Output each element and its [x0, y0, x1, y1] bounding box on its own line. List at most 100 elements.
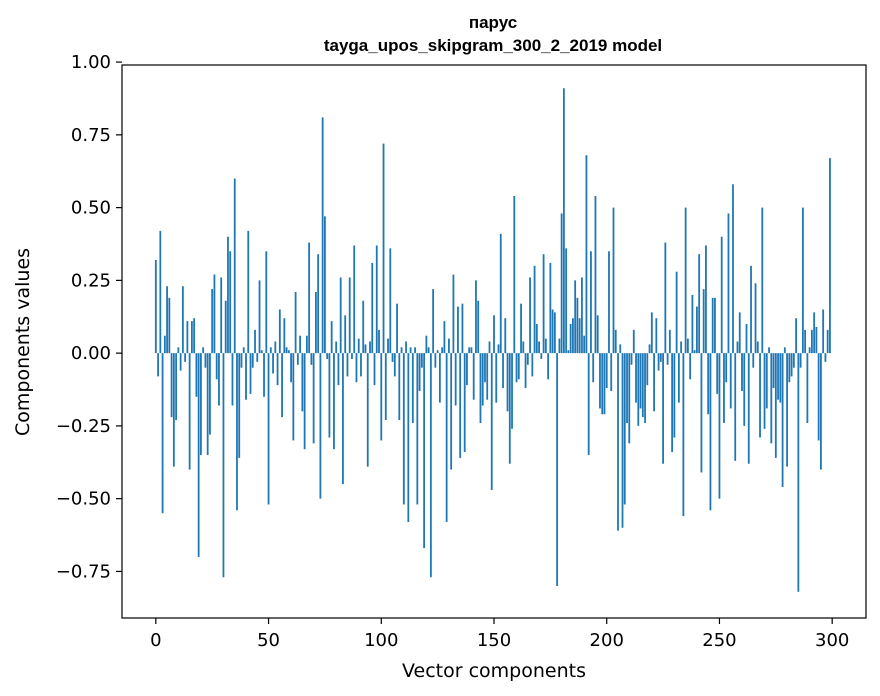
bar: [184, 353, 187, 362]
bar: [179, 353, 182, 371]
bar: [515, 353, 518, 383]
bar: [506, 353, 509, 412]
bar: [317, 254, 320, 354]
bar: [535, 324, 538, 354]
bar: [700, 353, 703, 473]
bar: [646, 353, 649, 386]
bar: [511, 353, 513, 429]
bar: [267, 353, 270, 505]
x-tick-label: 250: [702, 630, 736, 651]
bar: [612, 207, 615, 354]
bar: [339, 277, 342, 354]
bar: [578, 318, 581, 354]
bar: [387, 338, 389, 354]
bar: [330, 321, 333, 354]
bar: [163, 335, 166, 354]
bar: [481, 353, 484, 406]
bar: [594, 195, 597, 354]
bar: [281, 353, 283, 418]
bar: [154, 260, 157, 354]
bar: [326, 353, 329, 359]
bar: [188, 353, 191, 470]
bar: [786, 353, 788, 467]
chart-title: парус: [469, 13, 517, 32]
bar: [817, 353, 820, 441]
bar: [218, 353, 220, 406]
bar: [251, 353, 254, 368]
bar: [301, 353, 304, 412]
bar: [190, 321, 193, 354]
bar: [468, 347, 471, 354]
bar: [576, 297, 579, 354]
bar: [544, 338, 547, 354]
bar: [632, 329, 635, 354]
bar: [335, 341, 338, 354]
y-tick-label: 0.00: [71, 343, 111, 364]
y-tick-label: 0.25: [71, 270, 111, 291]
bar: [436, 350, 439, 354]
bar: [540, 353, 543, 359]
bar: [738, 312, 741, 354]
bar: [393, 353, 396, 377]
bar: [272, 353, 274, 374]
bar: [420, 353, 423, 368]
bar: [215, 353, 218, 380]
bar: [664, 242, 667, 354]
bar: [260, 350, 263, 354]
bar: [732, 184, 734, 354]
bar: [360, 353, 362, 377]
x-tick-label: 150: [477, 630, 511, 651]
bar: [565, 248, 568, 354]
bar: [524, 353, 527, 389]
bar: [783, 347, 786, 354]
bar: [560, 213, 563, 354]
bar: [668, 329, 671, 354]
bar: [407, 353, 410, 522]
bar: [400, 347, 403, 354]
bar: [371, 262, 374, 354]
x-tick-label: 50: [257, 630, 280, 651]
bar: [384, 353, 387, 421]
bar: [810, 329, 813, 354]
bar: [380, 353, 383, 441]
bar: [637, 353, 640, 426]
bar: [227, 236, 229, 354]
bar: [756, 341, 759, 354]
bar: [574, 280, 577, 354]
bar: [562, 88, 565, 354]
y-tick-label: 0.75: [71, 125, 111, 146]
bar: [761, 207, 764, 354]
bar: [373, 353, 376, 386]
bar: [254, 329, 256, 354]
bar: [292, 353, 295, 441]
bar: [181, 286, 184, 354]
x-tick-label: 200: [590, 630, 624, 651]
bar: [759, 353, 761, 438]
bar: [628, 353, 631, 444]
bar: [161, 353, 164, 514]
bar: [333, 353, 335, 450]
bar: [673, 353, 676, 438]
bar: [556, 353, 559, 586]
bar: [754, 283, 757, 354]
bar: [256, 353, 259, 362]
bar: [294, 292, 297, 354]
bar: [488, 341, 491, 354]
bar: [520, 303, 522, 354]
bar: [538, 341, 540, 354]
bar: [274, 341, 277, 354]
bar: [389, 248, 392, 354]
y-tick-label: 1.00: [71, 52, 111, 73]
bar: [720, 236, 723, 354]
bar: [707, 353, 710, 415]
bar: [233, 178, 236, 354]
bar: [258, 280, 261, 354]
x-tick-label: 0: [150, 630, 161, 651]
bar: [572, 318, 574, 354]
bar: [639, 353, 642, 409]
bar: [222, 353, 225, 578]
bar: [542, 254, 545, 354]
bar: [423, 353, 426, 549]
bar: [603, 353, 606, 415]
